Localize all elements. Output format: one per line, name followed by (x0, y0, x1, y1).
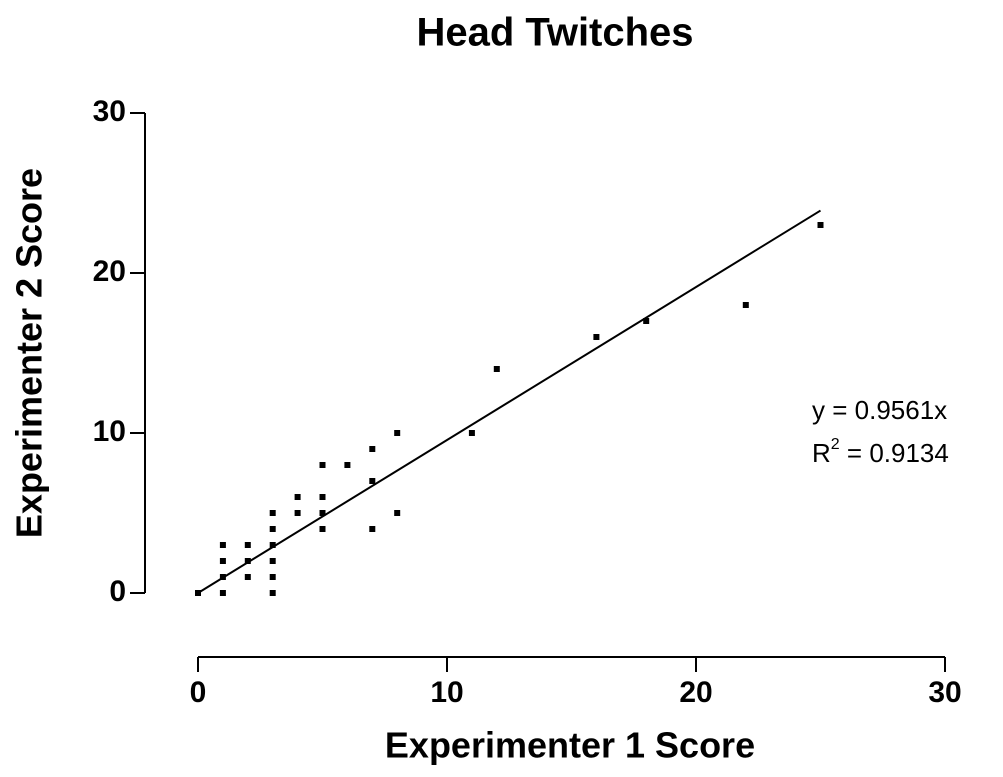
equation: y = 0.9561x (812, 395, 947, 425)
point (369, 446, 376, 452)
point (369, 526, 376, 532)
r-text: = 0.9134 (840, 438, 949, 468)
point (195, 590, 201, 596)
point (394, 430, 401, 436)
point (817, 222, 824, 228)
point (742, 302, 749, 308)
point (294, 494, 301, 500)
point (269, 574, 276, 580)
chart-title: Head Twitches (416, 11, 693, 55)
trendline (197, 209, 822, 594)
point (319, 526, 326, 532)
point (468, 430, 475, 436)
r-sup: 2 (831, 436, 840, 453)
point (643, 318, 650, 324)
point (269, 526, 276, 532)
point (244, 574, 251, 580)
point (269, 590, 276, 596)
point (319, 494, 326, 500)
point (219, 542, 226, 548)
point (319, 462, 326, 468)
x-axis-label: Experimenter 1 Score (385, 725, 755, 766)
x-tick-label: 0 (190, 676, 207, 709)
r-squared: R2 = 0.9134 (812, 436, 949, 468)
point (394, 510, 401, 516)
x-tick-label: 10 (430, 676, 463, 709)
point (344, 462, 351, 468)
point (244, 558, 251, 564)
x-tick-label: 20 (679, 676, 712, 709)
y-axis-label: Experimenter 2 Score (9, 168, 50, 538)
point (593, 334, 600, 340)
point (294, 510, 301, 516)
point (244, 542, 251, 548)
point (269, 542, 276, 548)
point (493, 366, 500, 372)
y-tick-label: 10 (93, 415, 126, 448)
y-tick-label: 20 (93, 255, 126, 288)
point (369, 478, 376, 484)
point (219, 574, 226, 580)
point (269, 558, 276, 564)
point (319, 510, 326, 516)
y-tick-label: 0 (109, 575, 126, 608)
point (219, 590, 226, 596)
point (219, 558, 226, 564)
y-tick-label: 30 (93, 95, 126, 128)
x-tick-label: 30 (928, 676, 961, 709)
r-base: R (812, 438, 831, 468)
point (269, 510, 276, 516)
